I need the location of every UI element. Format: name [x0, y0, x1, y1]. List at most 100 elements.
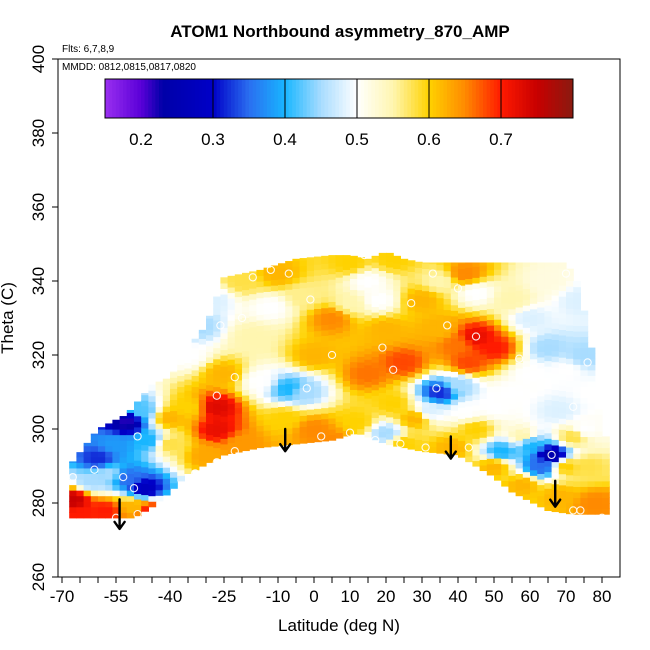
- heatmap-cell: [206, 390, 214, 397]
- heatmap-cell: [256, 414, 265, 421]
- heatmap-cell: [458, 429, 466, 436]
- heatmap-cell: [414, 278, 423, 285]
- heatmap-cell: [220, 360, 229, 367]
- heatmap-cell: [292, 288, 301, 295]
- heatmap-cell: [450, 410, 459, 417]
- heatmap-cell: [530, 425, 538, 432]
- colorbar-segment: [256, 79, 261, 118]
- heatmap-cell: [479, 270, 488, 277]
- heatmap-cell: [371, 350, 380, 357]
- heatmap-cell: [508, 447, 517, 454]
- heatmap-cell: [162, 450, 171, 457]
- heatmap-cell: [436, 292, 445, 299]
- heatmap-cell: [335, 415, 344, 422]
- heatmap-cell: [234, 329, 243, 336]
- heatmap-cell: [580, 353, 589, 360]
- colorbar-segment: [267, 79, 272, 118]
- heatmap-cell: [342, 380, 351, 387]
- heatmap-cell: [450, 360, 459, 367]
- heatmap-cell: [486, 330, 495, 337]
- heatmap-cell: [551, 322, 560, 329]
- heatmap-cell: [450, 315, 459, 322]
- colorbar-segment: [454, 79, 459, 118]
- heatmap-cell: [292, 371, 301, 378]
- heatmap-cell: [321, 374, 329, 381]
- heatmap-cell: [112, 434, 121, 441]
- heatmap-cell: [119, 478, 128, 486]
- heatmap-cell: [537, 295, 545, 302]
- colorbar-segment: [429, 79, 434, 118]
- colorbar-segment: [180, 79, 185, 118]
- heatmap-cell: [479, 359, 488, 366]
- heatmap-cell: [198, 427, 207, 434]
- heatmap-cell: [249, 393, 257, 400]
- heatmap-cell: [220, 288, 229, 295]
- heatmap-cell: [486, 308, 495, 315]
- heatmap-cell: [515, 379, 524, 386]
- heatmap-cell: [573, 503, 581, 510]
- heatmap-cell: [544, 282, 553, 289]
- heatmap-cell: [256, 369, 265, 376]
- heatmap-cell: [249, 332, 257, 339]
- heatmap-cell: [242, 444, 250, 452]
- heatmap-cell: [242, 272, 250, 280]
- heatmap-cell: [350, 261, 358, 268]
- heatmap-cell: [306, 375, 315, 382]
- heatmap-cell: [256, 319, 265, 326]
- heatmap-cell: [148, 473, 157, 480]
- heatmap-cell: [364, 398, 373, 405]
- heatmap-cell: [242, 306, 250, 313]
- heatmap-cell: [544, 299, 553, 306]
- heatmap-cell: [486, 286, 495, 293]
- heatmap-cell: [450, 437, 459, 445]
- heatmap-cell: [328, 423, 337, 430]
- colorbar-segment: [270, 79, 275, 118]
- heatmap-cell: [220, 310, 229, 317]
- colorbar-segment: [540, 79, 545, 118]
- heatmap-cell: [551, 439, 560, 446]
- heatmap-cell: [508, 453, 517, 460]
- heatmap-cell: [602, 491, 610, 499]
- heatmap-cell: [501, 463, 509, 470]
- heatmap-cell: [530, 286, 538, 293]
- heatmap-cell: [443, 409, 452, 416]
- heatmap-cell: [364, 314, 373, 321]
- heatmap-cell: [170, 466, 178, 473]
- heatmap-cell: [479, 265, 488, 272]
- heatmap-cell: [458, 440, 466, 447]
- colorbar-tick-label: 0.5: [345, 130, 369, 149]
- heatmap-cell: [587, 436, 596, 443]
- heatmap-cell: [270, 301, 279, 308]
- heatmap-cell: [508, 303, 517, 310]
- heatmap-cell: [342, 335, 351, 343]
- heatmap-cell: [479, 292, 488, 299]
- heatmap-cell: [386, 316, 394, 324]
- colorbar-segment: [504, 79, 509, 118]
- heatmap-cell: [479, 453, 488, 460]
- heatmap-cell: [566, 286, 574, 293]
- heatmap-cell: [256, 292, 265, 299]
- heatmap-cell: [465, 278, 473, 285]
- heatmap-cell: [270, 290, 279, 297]
- heatmap-cell: [450, 262, 459, 267]
- heatmap-cell: [292, 316, 301, 323]
- heatmap-cell: [479, 442, 488, 449]
- heatmap-cell: [206, 401, 214, 408]
- heatmap-cell: [242, 428, 250, 435]
- station-marker: [90, 465, 99, 474]
- colorbar-segment: [483, 79, 488, 118]
- colorbar-tick-label: 0.3: [201, 130, 225, 149]
- heatmap-cell: [350, 311, 358, 318]
- heatmap-cell: [98, 495, 106, 502]
- heatmap-cell: [170, 404, 178, 412]
- heatmap-cell: [220, 366, 229, 373]
- heatmap-cell: [350, 306, 358, 313]
- heatmap-cell: [350, 278, 358, 285]
- heatmap-cell: [371, 361, 380, 369]
- heatmap-cell: [594, 447, 603, 454]
- x-tick-label: -25: [212, 587, 237, 606]
- heatmap-cell: [350, 400, 358, 407]
- heatmap-cell: [285, 300, 293, 307]
- heatmap-cell: [105, 478, 113, 486]
- heatmap-cell: [278, 273, 286, 280]
